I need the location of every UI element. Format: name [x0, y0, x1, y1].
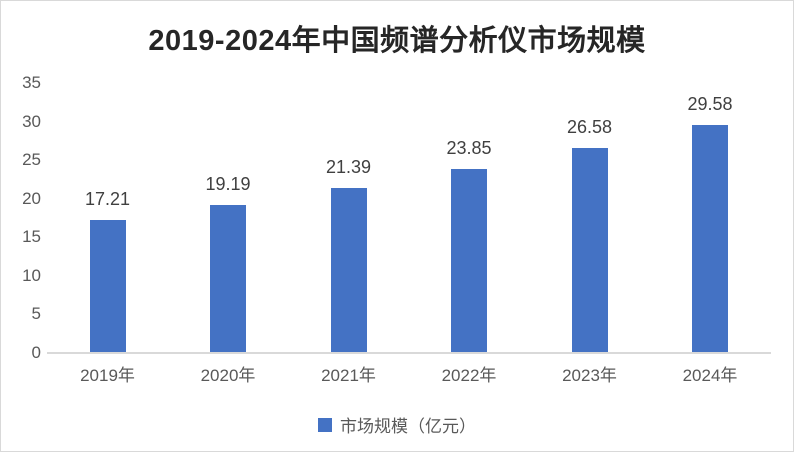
data-label: 29.58	[687, 93, 733, 114]
y-tick-label: 10	[22, 265, 41, 285]
x-axis-line	[47, 352, 771, 354]
y-tick-label: 15	[22, 227, 41, 247]
data-label: 26.58	[566, 116, 613, 137]
x-tick-label: 2021年	[321, 366, 376, 385]
chart-title: 2019-2024年中国频谱分析仪市场规模	[148, 25, 646, 57]
y-tick-label: 0	[31, 343, 41, 362]
y-tick-label: 25	[22, 150, 41, 170]
bar-2020年	[210, 204, 246, 353]
bar-2022年	[451, 169, 487, 353]
bar-2023年	[571, 147, 608, 353]
data-label: 23.85	[446, 138, 492, 158]
bar-2021年	[330, 187, 367, 353]
x-tick-label: 2023年	[562, 366, 617, 385]
legend-label: 市场规模（亿元）	[340, 417, 476, 436]
x-tick-label: 2022年	[441, 366, 497, 385]
y-tick-label: 20	[22, 188, 41, 208]
y-tick-label: 35	[22, 73, 41, 92]
x-tick-label: 2024年	[682, 366, 738, 385]
bar-2019年	[89, 220, 126, 353]
x-tick-label: 2020年	[200, 366, 256, 385]
x-tick-label: 2019年	[80, 366, 135, 385]
y-tick-label: 5	[31, 304, 41, 324]
y-tick-label: 30	[22, 111, 41, 131]
data-label: 17.21	[84, 189, 131, 210]
legend: 市场规模（亿元）	[1, 412, 793, 437]
bar-2024年	[692, 124, 728, 353]
data-label: 21.39	[325, 156, 372, 177]
legend-swatch-icon	[318, 417, 332, 432]
data-label: 19.19	[205, 173, 251, 194]
